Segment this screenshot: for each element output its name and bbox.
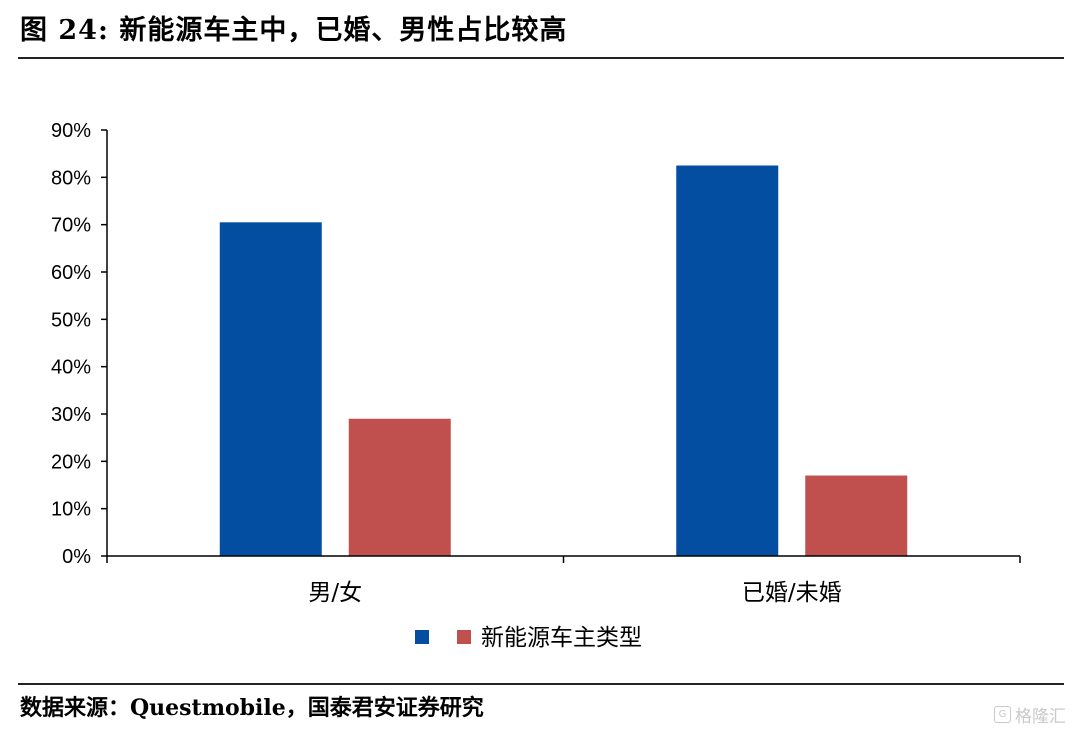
bar-0-0 [219,222,322,557]
y-tick-label: 50% [51,309,91,331]
y-tick-label: 70% [51,215,91,237]
y-tick-label: 0% [62,546,91,568]
x-axis: 男/女 已婚/未婚 [106,555,1021,606]
y-tick-label: 30% [51,404,91,426]
bar-0-1 [348,418,451,556]
title-divider [18,57,1064,59]
source-note: 数据来源：Questmobile，国泰君安证券研究 [20,695,484,721]
bar-1-1 [805,475,908,556]
legend-swatch-0 [415,630,429,644]
y-tick-label: 80% [51,167,91,189]
legend-label: 新能源车主类型 [481,625,642,651]
bar-chart: 0% 10% 20% 30% 40% 50% 60% 70% 80% 90% 男/女 已婚/未婚 新… [51,120,1021,651]
y-tick-label: 60% [51,262,91,284]
watermark-logo-icon: G [994,706,1011,723]
legend: 新能源车主类型 [415,625,642,651]
y-tick-label: 40% [51,357,91,379]
figure-title: 图 24: 新能源车主中，已婚、男性占比较高 [20,15,568,46]
bars [219,165,908,557]
y-axis: 0% 10% 20% 30% 40% 50% 60% 70% 80% 90% [51,120,108,568]
watermark: G 格隆汇 [994,702,1066,727]
y-tick-label: 90% [51,120,91,142]
source-divider [18,683,1064,685]
x-tick-label: 男/女 [308,580,362,606]
legend-swatch-1 [457,630,471,644]
x-tick-label: 已婚/未婚 [742,580,842,606]
y-tick-label: 10% [51,499,91,521]
bar-1-0 [676,165,779,556]
watermark-text: 格隆汇 [1015,707,1066,727]
y-tick-label: 20% [51,451,91,473]
